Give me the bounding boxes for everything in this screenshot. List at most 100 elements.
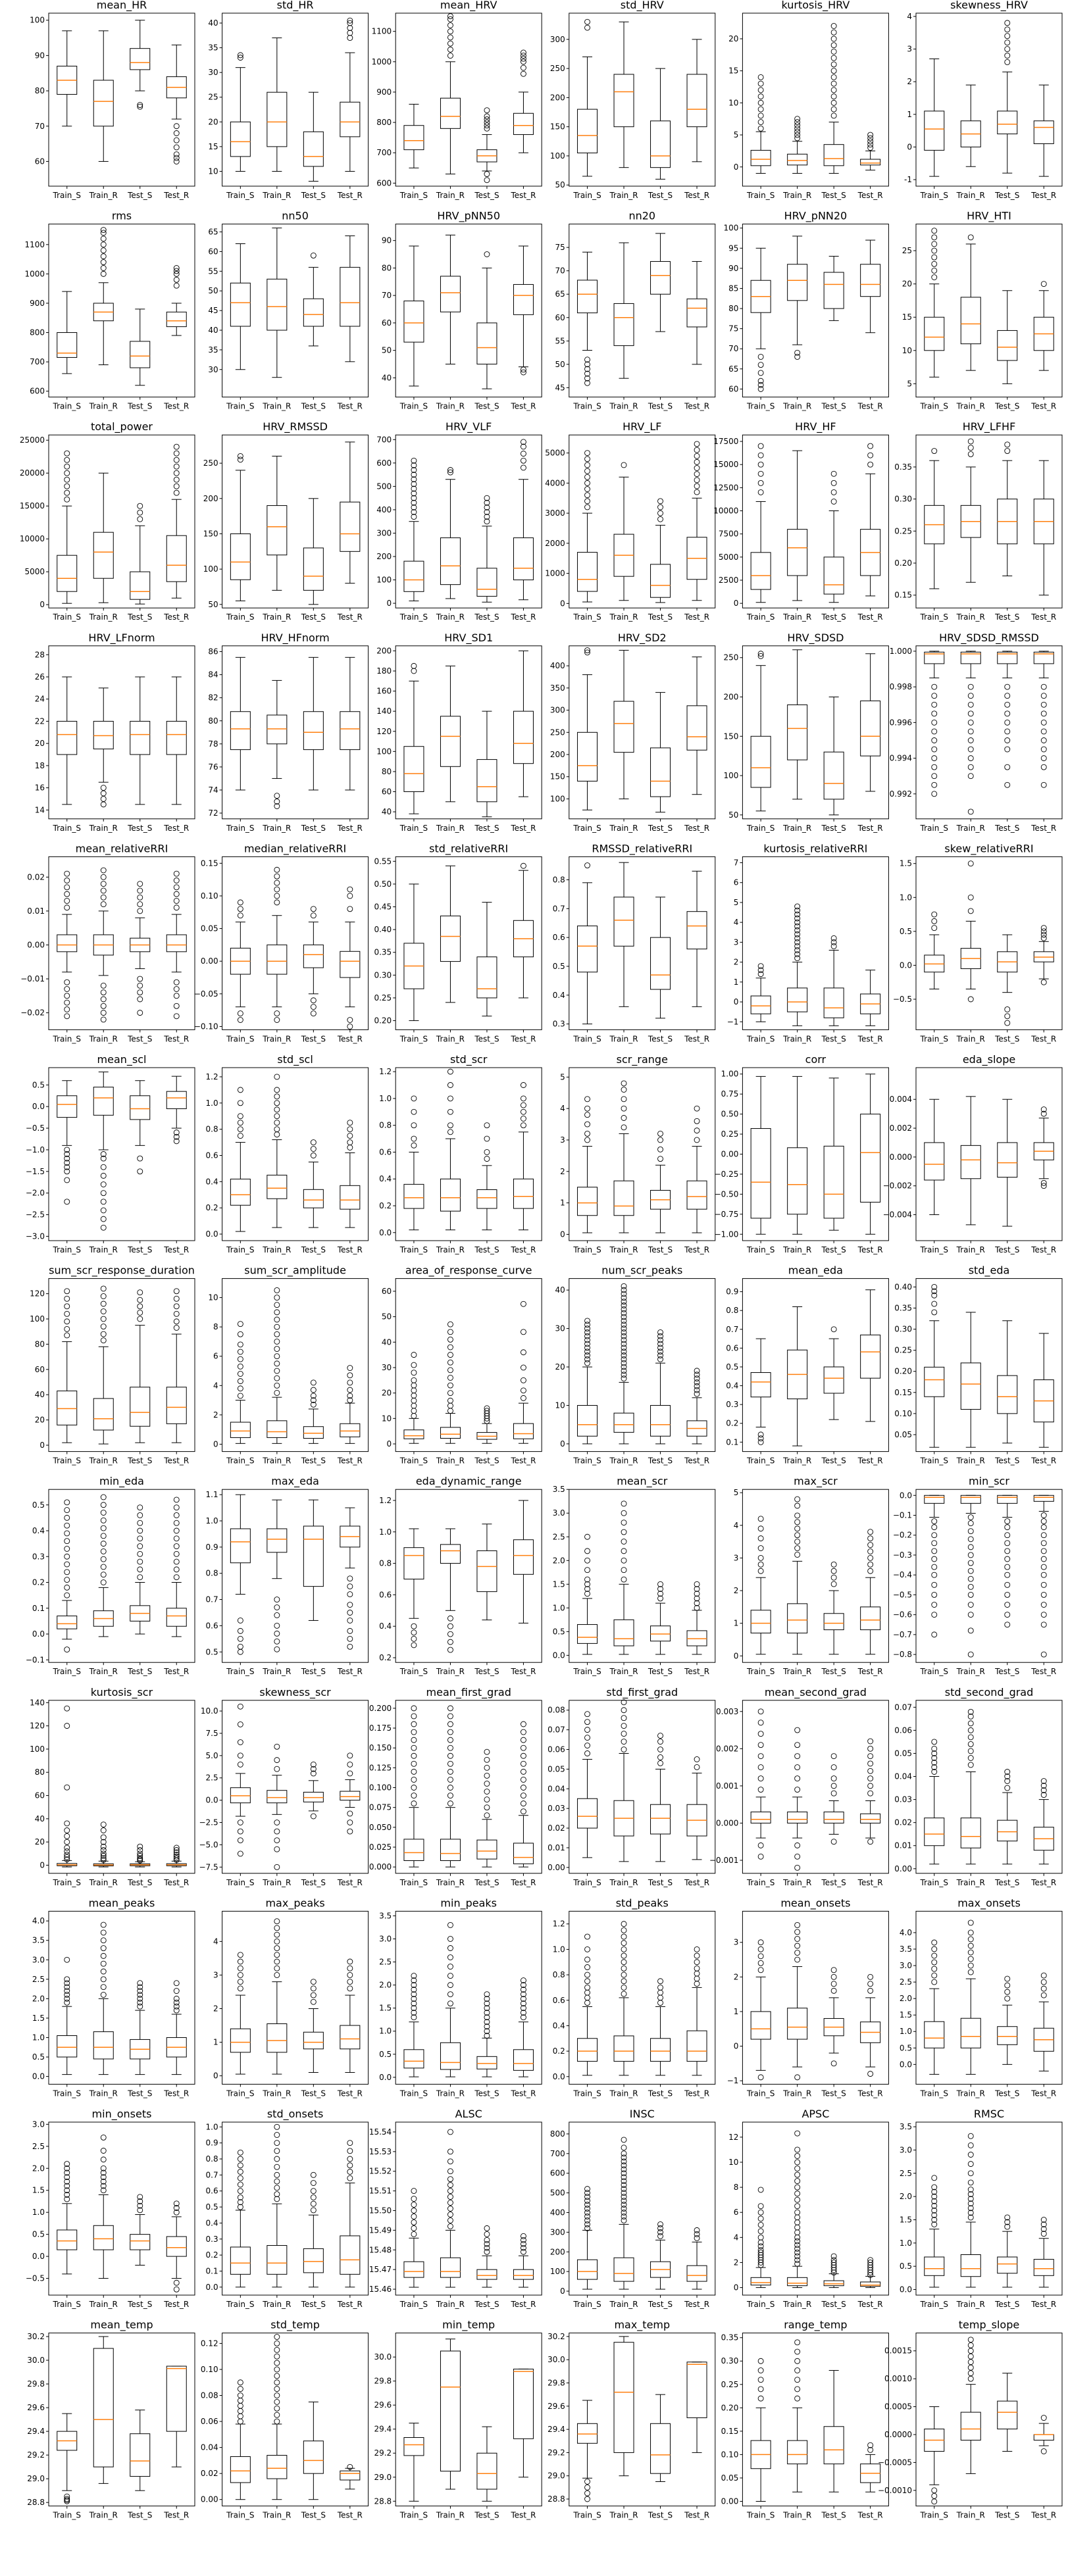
- box-iqr: [403, 1839, 424, 1861]
- y-tick-label: −0.7: [893, 1630, 912, 1639]
- outlier-point: [1040, 1651, 1047, 1658]
- y-tick-label: 1.0: [900, 2239, 912, 2248]
- outlier-point: [621, 1283, 627, 1289]
- outlier-point: [584, 2202, 590, 2208]
- outlier-point: [621, 1984, 627, 1991]
- outlier-point: [521, 1364, 526, 1371]
- box-Train_R: [267, 1287, 288, 1444]
- outlier-point: [584, 1994, 590, 2001]
- box-Train_S: [57, 1288, 78, 1443]
- outlier-point: [521, 2005, 526, 2012]
- box-Test_S: [303, 498, 324, 605]
- outlier-point: [1040, 1106, 1047, 1113]
- outlier-point: [694, 1372, 700, 1378]
- outlier-point: [447, 22, 453, 28]
- outlier-point: [64, 2178, 70, 2185]
- outlier-point: [347, 1979, 353, 1985]
- outlier-point: [484, 177, 490, 184]
- outlier-point: [411, 1987, 417, 1993]
- box-Test_R: [166, 265, 187, 336]
- y-tick-label: 45: [555, 383, 565, 392]
- y-tick-label: 2: [734, 1586, 739, 1595]
- outlier-point: [584, 1112, 590, 1118]
- outlier-point: [584, 380, 590, 386]
- box-Test_S: [823, 256, 844, 321]
- y-tick-label: 0.5: [900, 927, 912, 936]
- outlier-point: [137, 503, 143, 509]
- outlier-point: [584, 1329, 590, 1335]
- outlier-point: [757, 971, 764, 978]
- outlier-point: [794, 1539, 801, 1545]
- outlier-point: [1004, 26, 1011, 33]
- outlier-point: [931, 1755, 938, 1761]
- outlier-point: [621, 2158, 627, 2165]
- outlier-point: [931, 1518, 938, 1525]
- y-tick-label: 10: [902, 346, 912, 355]
- outlier-point: [173, 2007, 180, 2014]
- box-Test_R: [686, 1946, 707, 2076]
- y-tick-label: 200: [203, 494, 218, 503]
- y-tick-label: −0.3: [893, 1550, 912, 1560]
- y-tick-label: 15: [902, 312, 912, 322]
- outlier-point: [794, 128, 801, 135]
- outlier-point: [173, 470, 180, 476]
- outlier-point: [137, 1995, 143, 2002]
- y-tick-label: 80: [35, 1768, 45, 1777]
- y-tick-label: 1.0: [553, 1944, 565, 1954]
- outlier-point: [931, 2207, 938, 2214]
- box-iqr: [93, 720, 114, 750]
- outlier-point: [100, 1216, 107, 1222]
- y-tick-label: 0.25: [894, 526, 912, 535]
- outlier-point: [967, 2142, 974, 2148]
- outlier-point: [621, 2194, 627, 2200]
- subplot-title: HRV_SDSD_RMSSD: [939, 632, 1039, 645]
- outlier-point: [931, 1581, 938, 1588]
- x-tick-label: Train_R: [89, 1667, 118, 1676]
- outlier-point: [757, 443, 764, 449]
- y-tick-label: 28: [35, 650, 45, 659]
- outlier-point: [447, 1745, 453, 1751]
- outlier-point: [411, 1095, 417, 1102]
- outlier-point: [931, 2189, 938, 2195]
- outlier-point: [694, 447, 700, 453]
- outlier-point: [100, 1502, 107, 1508]
- outlier-point: [347, 1145, 353, 1151]
- y-tick-label: 15.48: [369, 2245, 392, 2254]
- outlier-point: [931, 1540, 938, 1547]
- outlier-point: [1004, 1989, 1011, 1995]
- outlier-point: [621, 1314, 627, 1320]
- box-iqr: [403, 300, 424, 343]
- y-tick-label: 0.7: [726, 1325, 738, 1334]
- y-tick-label: 0.00: [721, 1150, 739, 1159]
- box-Train_R: [93, 1921, 114, 2075]
- box-iqr: [440, 1427, 461, 1439]
- outlier-point: [621, 2166, 627, 2173]
- box-Test_R: [340, 235, 361, 362]
- outlier-point: [584, 1933, 590, 1940]
- outlier-point: [173, 1325, 180, 1331]
- subplot-title: rms: [112, 210, 132, 222]
- y-tick-label: 300: [550, 706, 565, 715]
- outlier-point: [1004, 1591, 1011, 1598]
- outlier-point: [967, 2196, 974, 2202]
- outlier-point: [967, 2133, 974, 2139]
- box-Test_S: [476, 495, 497, 603]
- outlier-point: [137, 1980, 143, 1987]
- outlier-point: [621, 1946, 627, 1952]
- outlier-point: [757, 1967, 764, 1973]
- outlier-point: [1004, 1518, 1011, 1525]
- y-tick-label: 60: [208, 247, 218, 256]
- outlier-point: [100, 1852, 107, 1859]
- x-tick-label: Test_S: [648, 1034, 673, 1043]
- box-iqr: [686, 705, 707, 751]
- outlier-point: [1004, 59, 1011, 65]
- y-tick-label: 400: [376, 505, 392, 514]
- box-iqr: [93, 80, 114, 127]
- outlier-point: [657, 1591, 663, 1597]
- subplot-title: HRV_SD1: [444, 632, 493, 645]
- y-tick-label: 5.0: [206, 1751, 218, 1760]
- x-tick-label: Test_R: [163, 1878, 189, 1887]
- outlier-point: [274, 2156, 280, 2162]
- outlier-point: [64, 450, 70, 457]
